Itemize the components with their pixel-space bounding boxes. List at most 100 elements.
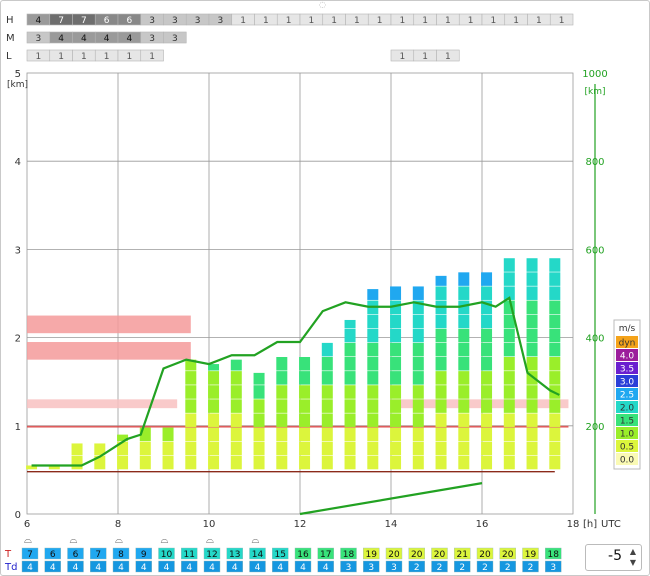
boundary-layer-line — [31, 296, 560, 467]
temperature-cell — [203, 547, 221, 560]
dewpoint-cell — [67, 560, 84, 573]
x-tick-label: 18 — [567, 519, 580, 530]
x-tick-label: 14 — [385, 519, 398, 530]
legend-label: 3.0 — [620, 378, 635, 388]
thermal-cell — [253, 427, 265, 442]
thermal-cell — [526, 441, 538, 456]
temperature-cell — [249, 547, 266, 560]
temperature-cell — [340, 547, 357, 560]
thermal-cell — [549, 455, 561, 470]
cloud-cell-value: 6 — [127, 16, 133, 26]
legend-swatch — [616, 375, 638, 387]
thermal-cell — [549, 427, 561, 442]
temperature-cell — [44, 547, 61, 560]
stepper-value[interactable]: -5 — [608, 548, 622, 564]
right-axis-tick-label: 400 — [585, 334, 604, 345]
legend-label: 1.0 — [620, 430, 635, 440]
thermal-cell — [185, 441, 197, 456]
thermal-cell — [549, 357, 561, 371]
right-axis-tick-label: 200 — [585, 422, 604, 433]
x-tick-label: 16 — [476, 519, 489, 530]
dewpoint-value: 4 — [73, 563, 79, 573]
cloud-symbol-icon: ⌓ — [115, 535, 123, 546]
thermal-cell — [435, 342, 447, 357]
thermal-cell — [185, 359, 197, 371]
cloud-layer-band — [391, 399, 569, 409]
thermal-cell — [435, 371, 447, 385]
temperature-cell — [408, 547, 425, 560]
cloud-cell-value: 1 — [445, 16, 451, 26]
thermal-cell — [299, 357, 311, 371]
temperature-value: 13 — [229, 550, 240, 560]
legend-label: 3.5 — [620, 365, 634, 375]
thermal-cell — [481, 328, 493, 343]
temperature-cell — [522, 547, 539, 560]
time-offset-stepper[interactable]: -5 ▲ ▼ — [585, 544, 642, 571]
thermal-cell — [253, 372, 265, 385]
cloud-cover-rows: H 4 7 7 6 6 3 3 3 3 1 1 1 1 1 1 1 1 1 1 1 1 1 1 1 M 3 4 4 4 4 3 3 L 1 1 1 1 1 1… — [6, 13, 574, 62]
thermal-cell — [435, 357, 447, 371]
thermal-cell — [344, 441, 356, 456]
stepper-down-icon[interactable]: ▼ — [629, 558, 637, 567]
right-axis-tick-label: 1000 — [582, 69, 607, 80]
thermal-cell — [344, 342, 356, 357]
thermal-cell — [139, 441, 151, 456]
dewpoint-cell — [44, 560, 61, 573]
thermal-cell — [503, 272, 515, 286]
thermal-cell — [549, 328, 561, 343]
thermal-cell — [435, 385, 447, 399]
temperature-cell — [135, 547, 152, 560]
thermal-cell — [412, 371, 424, 385]
thermal-cell — [526, 357, 538, 371]
thermal-cell — [458, 342, 470, 357]
legend-swatch — [616, 414, 638, 426]
right-axis-unit: [km] — [584, 87, 605, 97]
stepper-up-icon[interactable]: ▲ — [629, 547, 637, 556]
legend-swatch — [616, 440, 638, 452]
cloud-cell-value: 1 — [422, 16, 428, 26]
cloud-cell-value: 4 — [58, 34, 64, 44]
temperature-value: 8 — [118, 550, 124, 560]
thermal-cell — [526, 286, 538, 300]
legend-swatch — [616, 427, 638, 439]
thermal-cell — [299, 413, 311, 427]
thermal-cell — [367, 328, 379, 343]
cloud-layer-band — [27, 342, 191, 360]
temperature-cell — [499, 547, 516, 560]
thermal-cell — [185, 399, 197, 413]
thermal-cell — [390, 342, 402, 357]
thermal-cell — [503, 455, 515, 470]
cloud-cell-value: 1 — [491, 16, 497, 26]
temperature-value: 6 — [50, 550, 56, 560]
cloud-cell-value: 1 — [468, 16, 474, 26]
thermal-cell — [412, 357, 424, 371]
thermal-cell — [185, 427, 197, 442]
dewpoint-cell — [226, 560, 243, 573]
dewpoint-cell — [317, 560, 334, 573]
thermal-cell — [412, 399, 424, 413]
temperature-cell — [294, 547, 312, 560]
drag-handle-icon[interactable]: ◌ — [319, 0, 326, 9]
dewpoint-cell — [476, 560, 494, 573]
dewpoint-value: 2 — [414, 563, 420, 573]
thermal-cell — [344, 399, 356, 413]
thermal-cell — [230, 455, 242, 470]
thermal-cell — [321, 455, 333, 470]
thermal-cell — [367, 314, 379, 329]
y-tick-label: 0 — [15, 510, 21, 521]
thermal-cell — [481, 342, 493, 357]
ground-line — [299, 482, 483, 516]
cloud-cell — [140, 49, 164, 62]
thermal-cell — [139, 427, 151, 442]
thermal-cell — [458, 272, 470, 286]
thermal-cell — [481, 399, 493, 413]
thermal-columns — [26, 258, 561, 470]
thermal-cell — [390, 357, 402, 371]
cloud-cell-value: 1 — [58, 52, 64, 62]
thermal-cell — [276, 357, 288, 371]
thermal-cell — [458, 371, 470, 385]
thermal-cell — [162, 441, 174, 456]
thermal-cell — [549, 371, 561, 385]
dewpoint-value: 3 — [391, 563, 397, 573]
thermal-cell — [481, 314, 493, 329]
